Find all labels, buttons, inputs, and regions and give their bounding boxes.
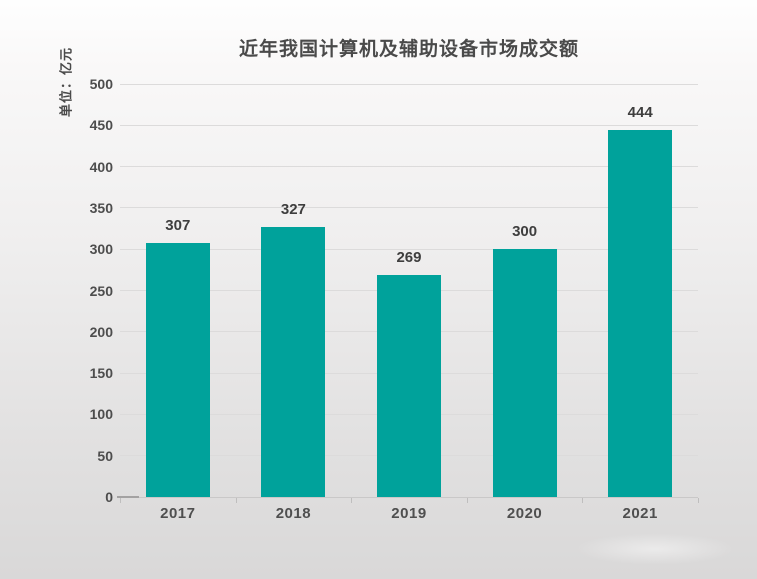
- x-axis-tick: [120, 498, 121, 503]
- watermark-smudge: [575, 533, 735, 565]
- bar-2018: [261, 226, 326, 497]
- y-tick-label-0: 0: [105, 489, 113, 505]
- x-axis-zero-tick: [117, 496, 139, 498]
- x-tick-label-2020: 2020: [506, 505, 543, 522]
- y-tick-label-250: 250: [89, 282, 113, 299]
- y-tick-label-300: 300: [89, 241, 113, 258]
- y-tick-label-400: 400: [89, 158, 113, 175]
- x-tick-label-2021: 2021: [622, 505, 658, 522]
- chart-title: 近年我国计算机及辅助设备市场成交额: [238, 39, 579, 60]
- bar-value-2021: 444: [627, 104, 653, 122]
- bar-value-2017: 307: [165, 217, 191, 235]
- bar-2020: [492, 249, 557, 497]
- y-tick-label-200: 200: [89, 323, 113, 340]
- gridline-500: [120, 83, 698, 85]
- x-tick-label-2017: 2017: [160, 505, 196, 522]
- y-tick-label-150: 150: [89, 365, 113, 382]
- x-axis-tick: [582, 498, 584, 503]
- plot-area: 307 327 269 300 444: [120, 83, 698, 498]
- bar-value-2018: 327: [280, 200, 306, 218]
- gridline-350: [120, 207, 698, 209]
- gridline-300: [120, 248, 698, 250]
- bar-value-2019: 269: [396, 248, 422, 266]
- bar-2019: [377, 274, 441, 497]
- bar-2021: [608, 130, 673, 497]
- y-tick-label-100: 100: [89, 406, 113, 423]
- bar-value-2020: 300: [512, 223, 538, 241]
- y-tick-label-500: 500: [89, 76, 113, 92]
- y-tick-label-50: 50: [97, 447, 113, 464]
- x-axis-tick: [466, 498, 468, 503]
- gridline-400: [120, 166, 698, 168]
- bar-2017: [145, 243, 210, 497]
- y-tick-label-350: 350: [89, 199, 113, 216]
- x-axis-tick: [698, 498, 699, 503]
- x-tick-label-2019: 2019: [391, 505, 427, 522]
- x-tick-label-2018: 2018: [275, 505, 312, 522]
- x-axis-tick: [351, 498, 353, 503]
- y-tick-label-450: 450: [89, 117, 113, 134]
- gridline-450: [120, 124, 698, 126]
- x-axis-tick: [235, 498, 237, 503]
